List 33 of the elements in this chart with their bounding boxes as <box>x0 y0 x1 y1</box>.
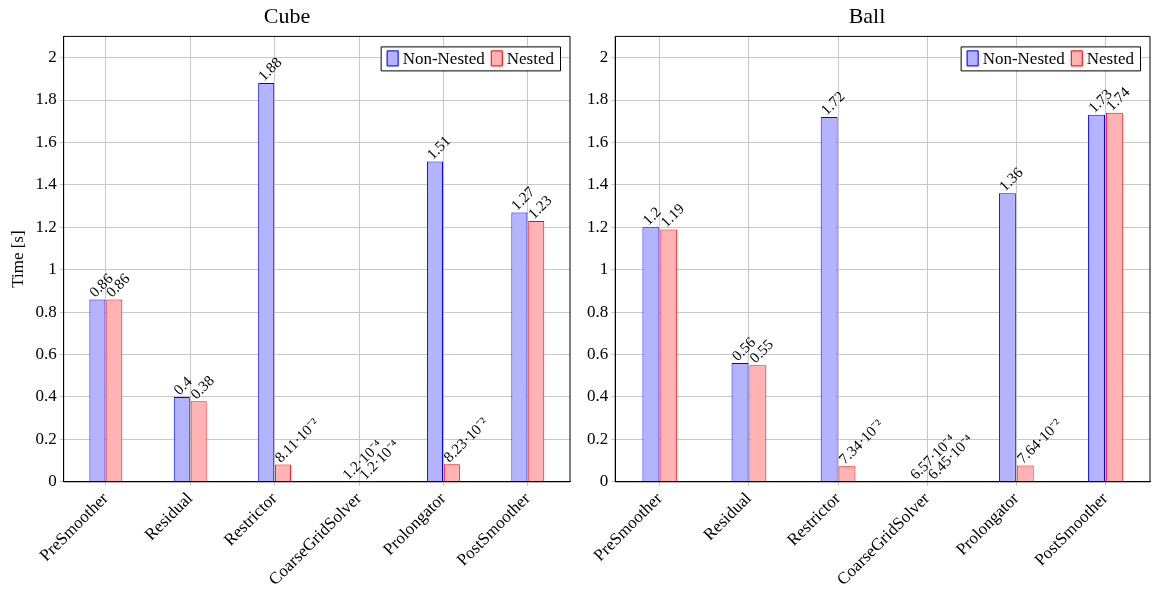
legend-label: Nested <box>506 48 555 68</box>
data-label: 1.36 <box>995 163 1027 195</box>
legend-label: Non-Nested <box>982 48 1066 68</box>
y-tick-label: 0.6 <box>587 343 609 363</box>
data-label: 1.51 <box>423 132 454 163</box>
y-axis-title: Time [s] <box>7 230 27 288</box>
y-tick-label: 0.2 <box>587 428 609 448</box>
y-tick-label: 1.8 <box>587 89 609 109</box>
y-tick-label: 2 <box>48 47 57 67</box>
y-tick-label: 1.6 <box>35 131 57 151</box>
y-tick-label: 0 <box>48 471 57 491</box>
y-tick-label: 1.2 <box>35 216 57 236</box>
y-tick-label: 2 <box>599 47 609 67</box>
y-tick-label: 1.8 <box>35 89 57 109</box>
chart-title: Ball <box>848 2 886 28</box>
y-tick-label: 1.6 <box>587 131 609 151</box>
y-tick-label: 1.4 <box>35 174 58 194</box>
legend-label: Nested <box>1086 48 1135 68</box>
y-tick-label: 0.8 <box>35 301 57 321</box>
y-tick-label: 0.4 <box>587 386 609 406</box>
y-tick-label: 0.6 <box>35 343 57 363</box>
y-tick-label: 1 <box>599 259 609 279</box>
y-tick-label: 1.2 <box>587 216 609 236</box>
chart-title: Cube <box>263 2 311 28</box>
y-tick-label: 0 <box>599 471 609 491</box>
y-tick-label: 0.4 <box>35 386 58 406</box>
data-label: 1.72 <box>817 87 848 118</box>
y-tick-label: 1 <box>48 259 57 279</box>
y-tick-label: 1.4 <box>587 174 609 194</box>
data-label: 1.88 <box>254 54 285 84</box>
y-tick-label: 0.2 <box>35 428 57 448</box>
legend-label: Non-Nested <box>402 48 486 68</box>
y-tick-label: 0.8 <box>587 301 609 321</box>
